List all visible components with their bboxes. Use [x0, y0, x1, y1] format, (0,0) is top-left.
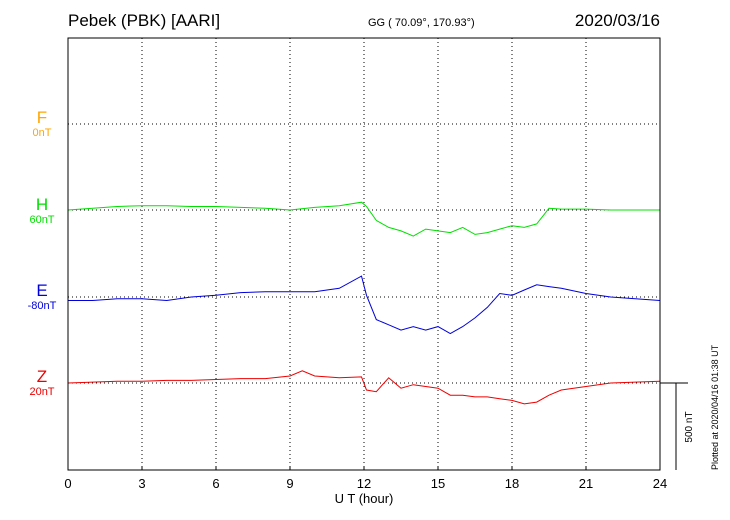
series-line-e: [68, 275, 661, 335]
coordinates-label: GG ( 70.09°, 170.93°): [368, 17, 475, 29]
x-axis: 0 3 6 9 12 15 18 21 24: [64, 466, 667, 491]
x-tick-label: 3: [138, 476, 145, 491]
component-letter: H: [35, 195, 49, 214]
series-layer: [67, 201, 661, 405]
x-tick-label: 15: [431, 476, 445, 491]
scale-bar: 500 nT: [660, 382, 695, 470]
plotted-timestamp: Plotted at 2020/04/16 01:38 UT: [710, 344, 720, 470]
component-label-h: H 60nT: [10, 196, 74, 227]
x-tick-label: 18: [505, 476, 519, 491]
component-baseline: -80nT: [27, 300, 57, 312]
series-line-h: [67, 201, 660, 237]
grid: [68, 38, 660, 470]
date-label: 2020/03/16: [574, 11, 660, 30]
component-baseline: 20nT: [29, 386, 55, 398]
scale-bar-label: 500 nT: [684, 411, 695, 442]
component-label-z: Z 20nT: [10, 368, 74, 399]
x-tick-label: 0: [64, 476, 71, 491]
component-letter: E: [36, 281, 48, 300]
x-tick-label: 21: [579, 476, 593, 491]
x-tick-label: 24: [653, 476, 667, 491]
x-tick-label: 6: [212, 476, 219, 491]
component-letter: F: [36, 108, 48, 127]
x-tick-label: 12: [357, 476, 371, 491]
station-title: Pebek (PBK) [AARI]: [68, 11, 221, 30]
component-letter: Z: [36, 367, 48, 386]
component-label-e: E -80nT: [10, 282, 74, 313]
x-axis-label: U T (hour): [335, 491, 394, 506]
component-label-f: F 0nT: [10, 109, 74, 140]
component-baseline: 60nT: [29, 214, 55, 226]
series-line-z: [67, 370, 661, 405]
component-baseline: 0nT: [32, 127, 52, 139]
x-tick-label: 9: [286, 476, 293, 491]
